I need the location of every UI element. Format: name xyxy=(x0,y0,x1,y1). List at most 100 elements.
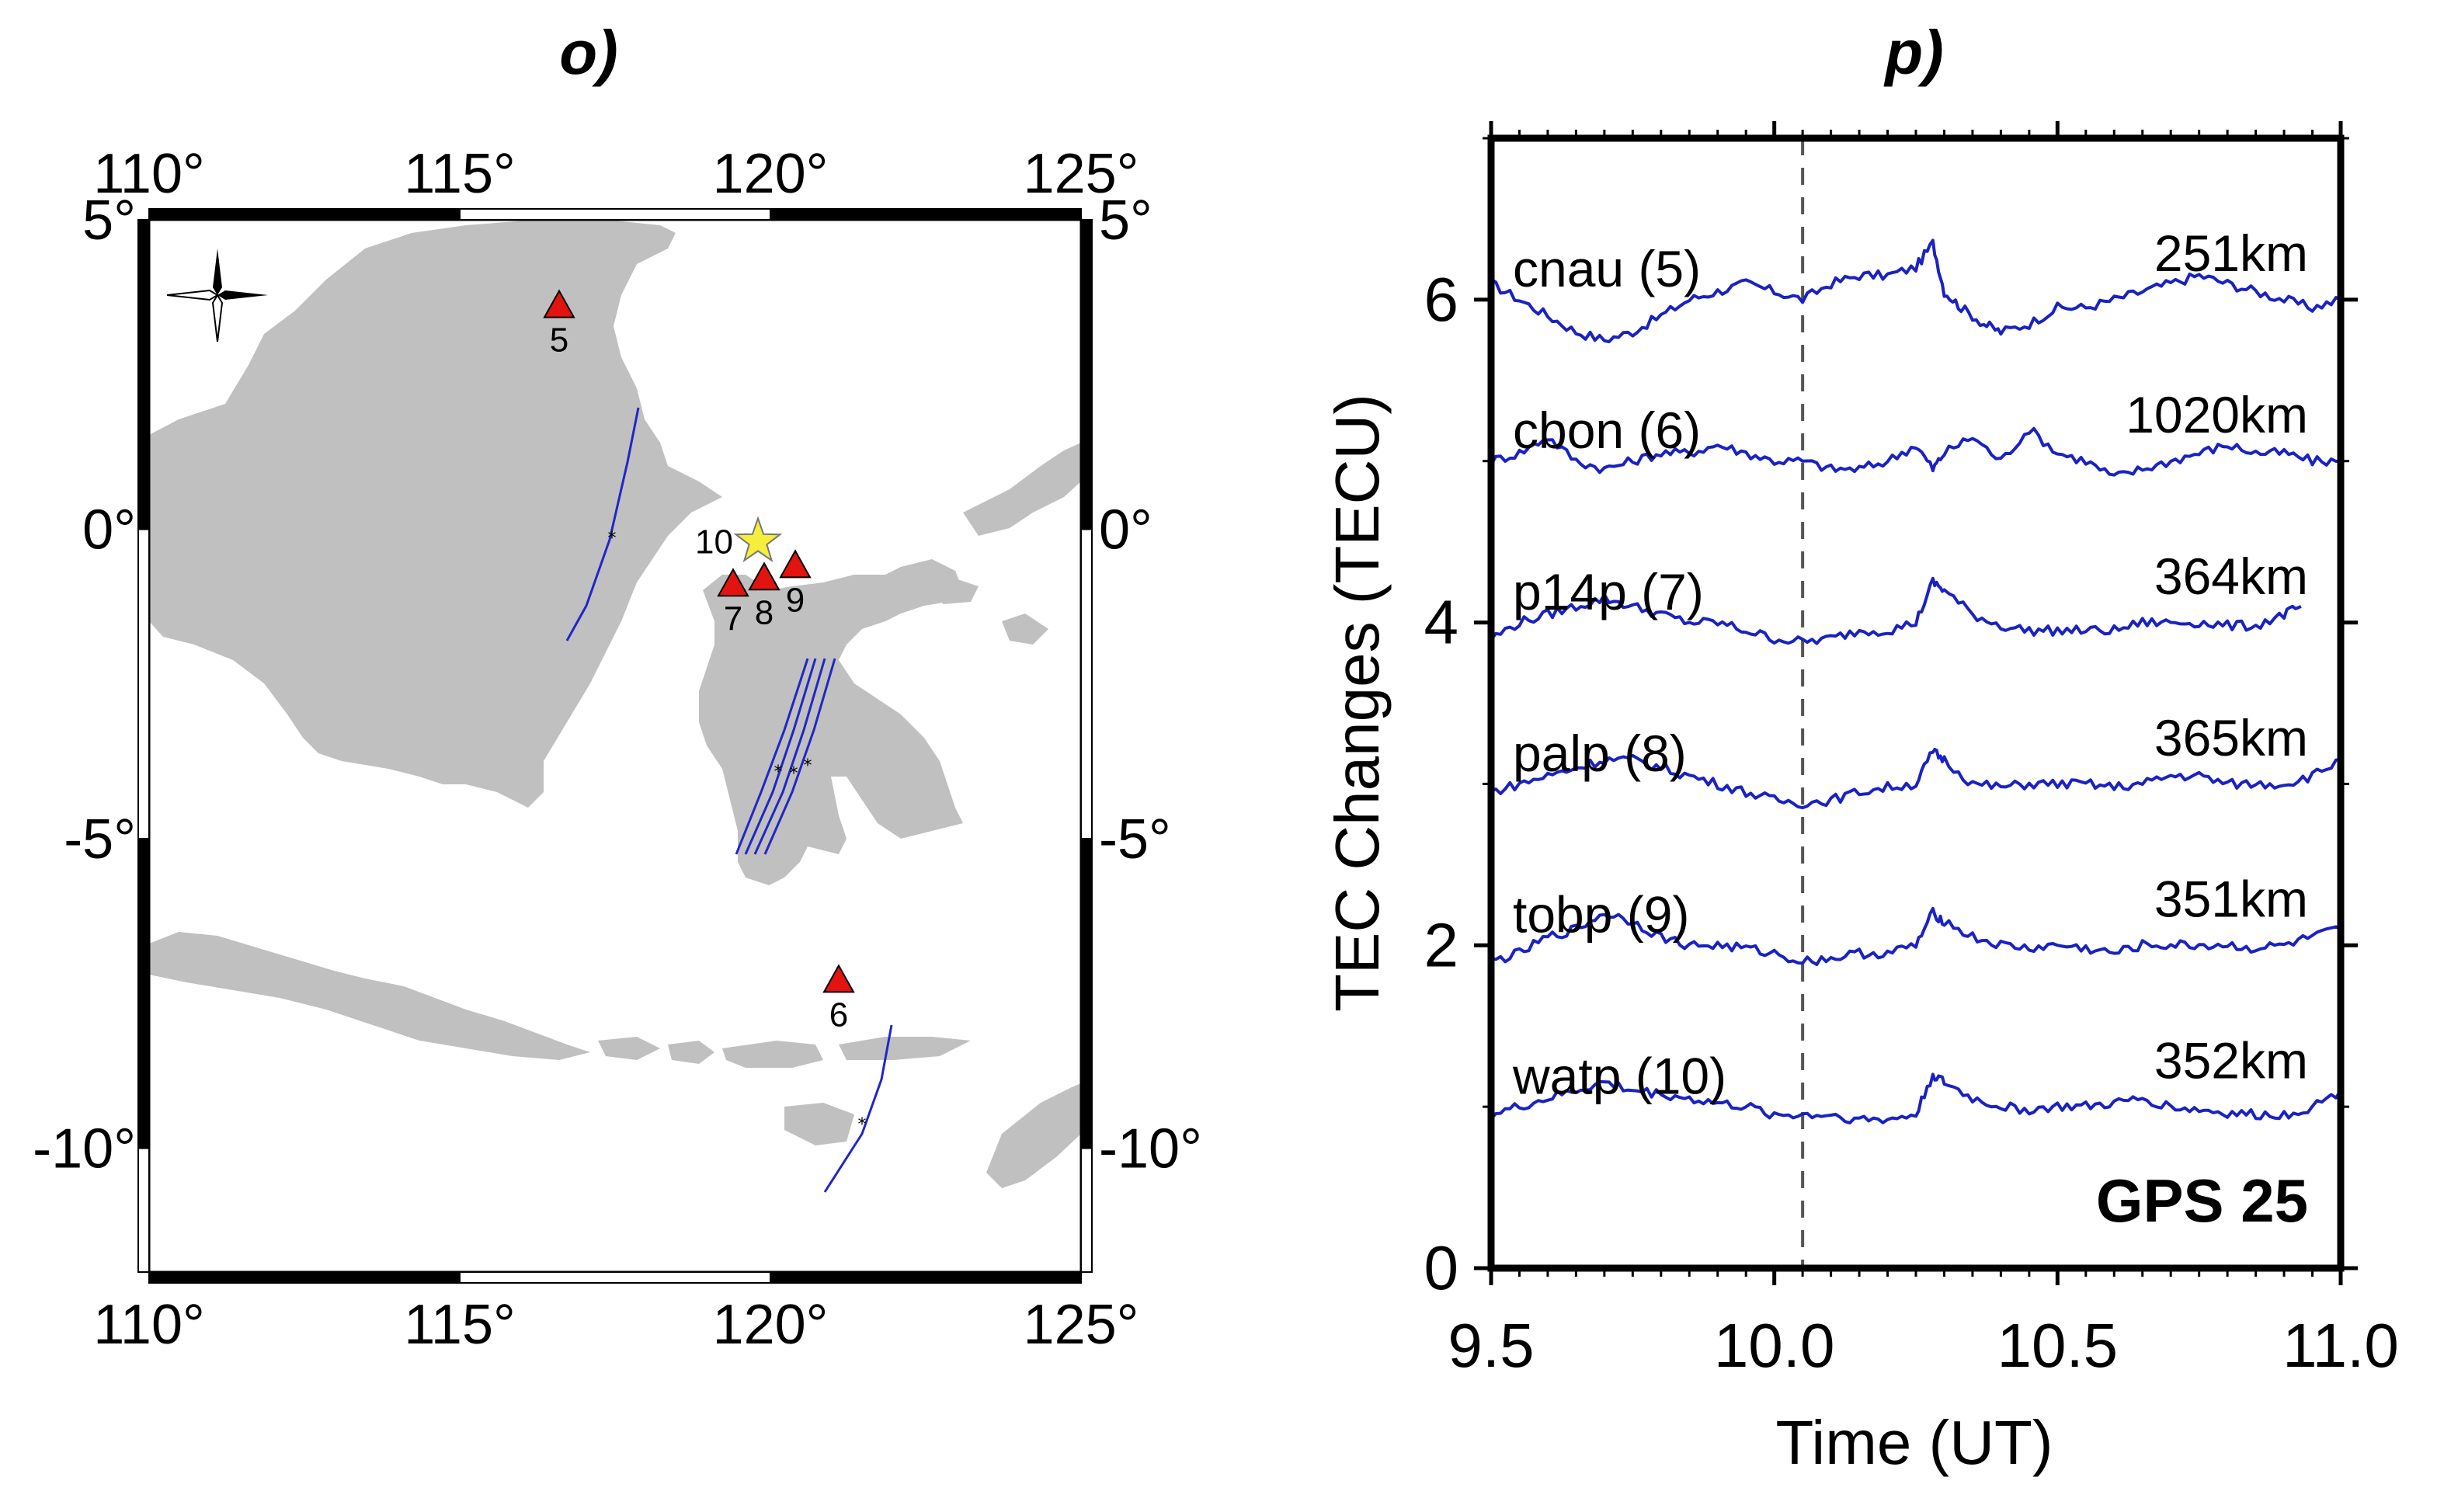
station-triangle-icon xyxy=(717,568,749,597)
map-border-segment-top xyxy=(148,208,461,221)
tec-series-distance: 352km xyxy=(2154,1032,2308,1090)
lat-tick-right: 5° xyxy=(1099,189,1152,252)
map-border-segment-left xyxy=(137,1147,150,1274)
map-border-segment-left xyxy=(137,838,150,1149)
island-small-2 xyxy=(1002,613,1048,645)
lat-tick-left: -10° xyxy=(33,1118,136,1180)
tec-series-distance: 351km xyxy=(2154,871,2308,928)
map-border-segment-bottom xyxy=(770,1271,1082,1284)
track-5 xyxy=(565,407,640,641)
lat-tick-left: -5° xyxy=(64,808,136,871)
lesser-sunda-land-3 xyxy=(722,1041,823,1068)
y-tick-label: 6 xyxy=(1424,265,1459,334)
tec-series-distance: 251km xyxy=(2154,224,2308,282)
y-tick-label: 4 xyxy=(1424,588,1459,657)
epicenter-label: 10 xyxy=(695,523,733,561)
tec-series-name: cbon (6) xyxy=(1513,401,1701,459)
map-panel-title: o) xyxy=(559,18,618,87)
x-axis-label: Time (UT) xyxy=(1776,1408,2053,1477)
tec-series-distance: 1020km xyxy=(2126,386,2308,443)
track-10 xyxy=(763,658,836,855)
station-label: 9 xyxy=(786,581,805,619)
station-triangle-icon xyxy=(748,561,780,591)
lat-tick-right: -5° xyxy=(1099,808,1171,871)
station-label: 5 xyxy=(550,322,568,360)
tec-series-distance: 365km xyxy=(2154,709,2308,766)
map-border-scale xyxy=(137,208,1093,1284)
map-border-segment-right xyxy=(1080,528,1093,840)
pierce-point-9: * xyxy=(804,756,812,776)
sulawesi-land xyxy=(699,559,963,885)
lon-tick-top: 110° xyxy=(93,143,205,205)
track-8 xyxy=(744,658,817,855)
tec-series-line xyxy=(1491,1072,2341,1124)
tec-series-name: p14p (7) xyxy=(1513,563,1704,620)
lon-tick-bottom: 115° xyxy=(404,1294,516,1356)
map-border-segment-bottom xyxy=(459,1271,771,1284)
tec-panel: cnau (5) 251km cbon (6) 1020km p14p (7) 364km… xyxy=(1323,121,2399,1477)
tec-panel-title: p) xyxy=(1883,18,1944,87)
lon-tick-top: 125° xyxy=(1024,143,1139,205)
map-border-segment-right xyxy=(1080,1147,1093,1274)
y-tick-label: 0 xyxy=(1424,1233,1459,1302)
lon-tick-bottom: 120° xyxy=(713,1294,829,1356)
map-border-segment-right xyxy=(1080,838,1093,1149)
tec-series-labels: cnau (5) 251km cbon (6) 1020km p14p (7) 364km… xyxy=(1512,224,2308,1104)
map-marks: 5 7 8 9 6 10 xyxy=(543,289,855,1034)
station-label: 7 xyxy=(724,600,742,638)
lesser-sunda-land-2 xyxy=(668,1041,714,1064)
borneo-land xyxy=(149,220,722,808)
map-border-segment-top xyxy=(459,208,771,221)
lesser-sunda-land-1 xyxy=(598,1037,660,1060)
map-border-segment-bottom xyxy=(148,1271,461,1284)
lon-tick-bottom: 110° xyxy=(93,1294,205,1356)
tec-series-name: cnau (5) xyxy=(1513,240,1701,297)
maluku-land xyxy=(963,443,1081,536)
tec-series-distance: 364km xyxy=(2154,547,2308,605)
sumba-land xyxy=(784,1103,854,1145)
tec-series-line xyxy=(1491,906,2341,966)
pierce-point-7: * xyxy=(774,763,783,782)
tec-series-name: tobp (9) xyxy=(1513,886,1689,944)
flores-land xyxy=(839,1037,971,1060)
tec-series-name: watp (10) xyxy=(1512,1048,1726,1105)
lat-tick-right: -10° xyxy=(1099,1118,1202,1180)
track-9 xyxy=(753,658,826,855)
pierce-point-6: * xyxy=(858,1115,867,1135)
station-label: 8 xyxy=(755,593,774,631)
tec-ticks: 9.5 10.0 10.5 11.0 0 2 4 6 xyxy=(1424,121,2399,1380)
station-label: 6 xyxy=(829,996,848,1034)
pierce-points: * * * * * xyxy=(608,529,867,1135)
x-tick-label: 10.0 xyxy=(1714,1311,1835,1380)
satellite-tracks xyxy=(565,407,893,1193)
pierce-point-8: * xyxy=(790,764,798,784)
gps-annotation: GPS 25 xyxy=(2096,1166,2308,1235)
java-land xyxy=(149,932,590,1060)
station-triangle-icon xyxy=(822,964,855,993)
tec-series-name: palp (8) xyxy=(1513,725,1687,782)
lat-tick-left: 5° xyxy=(82,189,136,252)
map-panel: * * * * * 5 7 8 9 6 10 110° 110° 115° 115° 120° 12… xyxy=(33,143,1202,1356)
y-tick-label: 2 xyxy=(1424,910,1459,979)
map-tick-labels: 110°110°115°115°120°120°125°125°5° 5°0° 0°… xyxy=(33,143,1202,1356)
tec-series-line xyxy=(1491,238,2341,343)
compass-rose-icon xyxy=(166,249,268,342)
lat-tick-right: 0° xyxy=(1099,499,1152,561)
tec-series-line xyxy=(1491,426,2341,477)
track-6 xyxy=(823,1024,893,1193)
land-masses xyxy=(149,220,1081,1188)
y-axis-label: TEC Changes (TECU) xyxy=(1323,394,1392,1012)
timor-land xyxy=(986,1083,1081,1188)
lon-tick-bottom: 125° xyxy=(1024,1294,1139,1356)
lon-tick-top: 115° xyxy=(404,143,516,205)
station-triangle-icon xyxy=(543,289,575,318)
lat-tick-left: 0° xyxy=(82,499,136,561)
x-tick-label: 10.5 xyxy=(1997,1311,2118,1380)
tec-series-line xyxy=(1491,576,2302,645)
map-border-segment-left xyxy=(137,528,150,840)
station-triangle-icon xyxy=(779,549,812,579)
tec-series-group xyxy=(1491,238,2341,1124)
x-tick-label: 9.5 xyxy=(1448,1311,1534,1380)
map-border-segment-top xyxy=(770,208,1082,221)
